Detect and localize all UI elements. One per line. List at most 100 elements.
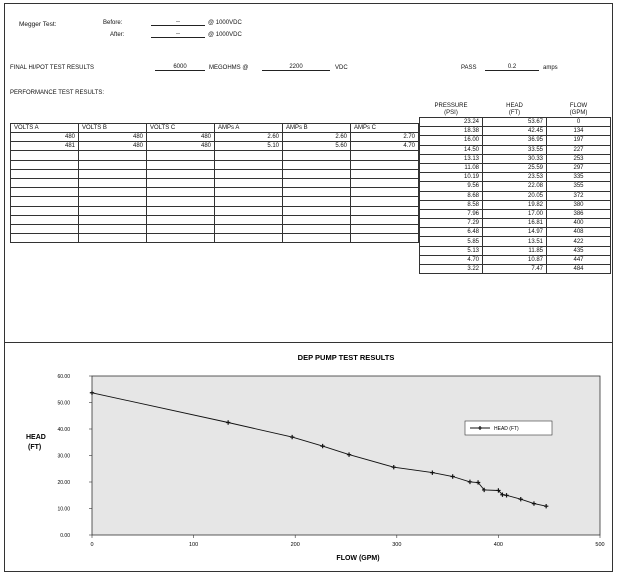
data-point <box>496 488 501 493</box>
table-row: 5.85 13.51 422 <box>419 236 611 247</box>
table-cell: 6.48 <box>419 227 483 238</box>
data-point <box>467 479 473 485</box>
before-value: -- <box>151 19 205 26</box>
table-row: 8.58 19.82 380 <box>419 199 611 210</box>
table-row: 18.38 42.45 134 <box>419 126 611 137</box>
column-header: FLOW <box>569 103 588 109</box>
column-header: VOLTS A <box>10 123 79 133</box>
table-cell: 447 <box>546 254 611 266</box>
x-tick-label: 500 <box>595 542 604 548</box>
table-cell: 0 <box>546 116 611 128</box>
table-cell: 422 <box>546 236 611 247</box>
table-row: 5.13 11.85 435 <box>419 245 611 256</box>
data-point <box>430 470 435 475</box>
empty-row <box>10 150 419 161</box>
empty-row <box>10 233 419 244</box>
plot-area <box>91 375 601 536</box>
y-tick-label: 30.00 <box>57 454 70 460</box>
table-row: 14.50 33.55 227 <box>419 144 611 155</box>
table-cell: 480 <box>146 141 215 152</box>
data-point <box>531 501 537 506</box>
table-cell: 8.68 <box>419 190 483 201</box>
column-header: VOLTS B <box>78 123 147 133</box>
table-cell: 2.60 <box>214 131 283 143</box>
hydraulic-table-header: PRESSURE (PSI) HEAD (FT) FLOW (GPM) <box>419 103 611 118</box>
chart-title: DEP PUMP TEST RESULTS <box>298 353 395 362</box>
table-cell: 53.67 <box>482 116 547 128</box>
table-cell: 480 <box>10 131 79 143</box>
column-unit: (PSI) <box>444 110 458 116</box>
table-cell: 10.19 <box>419 172 483 183</box>
table-cell: 197 <box>546 135 611 146</box>
table-cell: 8.58 <box>419 199 483 210</box>
data-point <box>475 480 481 485</box>
table-cell: 36.95 <box>482 135 547 146</box>
table-cell: 2.60 <box>282 131 351 143</box>
empty-row <box>10 223 419 235</box>
table-row: 3.22 7.47 484 <box>419 263 611 275</box>
section-divider <box>5 342 612 343</box>
y-tick-label: 0.00 <box>60 533 70 539</box>
after-unit: @ 1000VDC <box>208 32 242 38</box>
table-row: 7.29 16.81 400 <box>419 218 611 229</box>
table-cell: 22.08 <box>482 181 547 192</box>
table-cell: 23.24 <box>419 116 483 128</box>
table-cell: 25.59 <box>482 162 547 174</box>
table-cell: 480 <box>78 131 147 143</box>
table-row: 480 480 480 2.60 2.60 2.70 <box>10 131 419 143</box>
before-label: Before: <box>103 20 123 26</box>
table-cell: 435 <box>546 245 611 256</box>
performance-label: PERFORMANCE TEST RESULTS: <box>10 90 105 96</box>
empty-row <box>10 168 419 179</box>
x-tick-label: 100 <box>189 542 198 548</box>
table-cell: 5.85 <box>419 236 483 247</box>
legend-marker <box>478 426 482 430</box>
x-tick-label: 400 <box>494 542 503 548</box>
x-axis-label: FLOW (GPM) <box>336 555 379 562</box>
table-cell: 13.51 <box>482 236 547 247</box>
table-cell: 10.87 <box>482 254 547 266</box>
table-cell: 386 <box>546 208 611 220</box>
table-cell: 7.96 <box>419 208 483 220</box>
table-cell: 7.29 <box>419 218 483 229</box>
electrical-table-header: VOLTS A VOLTS B VOLTS C AMPs A AMPs B AM… <box>10 123 419 133</box>
data-point <box>543 503 549 509</box>
test-report-sheet: Megger Test: Before: -- @ 1000VDC After:… <box>4 3 613 572</box>
table-cell: 380 <box>546 199 611 210</box>
table-cell: 2.70 <box>350 131 419 143</box>
y-tick-label: 20.00 <box>57 480 70 486</box>
table-cell: 4.70 <box>419 254 483 266</box>
table-cell: 481 <box>10 141 79 152</box>
y-tick-label: 10.00 <box>57 507 70 513</box>
table-cell: 408 <box>546 227 611 238</box>
table-cell: 30.33 <box>482 153 547 164</box>
before-unit: @ 1000VDC <box>208 20 242 26</box>
table-cell: 335 <box>546 172 611 183</box>
table-cell: 16.81 <box>482 218 547 229</box>
table-cell: 11.85 <box>482 245 547 256</box>
table-cell: 5.60 <box>282 141 351 152</box>
hipot-value: 6000 <box>155 64 205 71</box>
y-tick-label: 50.00 <box>57 401 70 407</box>
table-cell: 33.55 <box>482 144 547 155</box>
y-tick-label: 40.00 <box>57 427 70 433</box>
y-tick-label: 60.00 <box>57 374 70 380</box>
table-row: 16.00 36.95 197 <box>419 135 611 146</box>
empty-row <box>10 177 419 189</box>
table-cell: 9.56 <box>419 181 483 192</box>
table-cell: 14.97 <box>482 227 547 238</box>
hydraulic-table: PRESSURE (PSI) HEAD (FT) FLOW (GPM) 23.24 53… <box>419 103 611 275</box>
table-cell: 18.38 <box>419 126 483 137</box>
column-header: AMPs C <box>350 123 419 133</box>
column-header: PRESSURE <box>434 103 468 109</box>
data-point <box>89 390 95 395</box>
data-point <box>500 492 505 497</box>
table-cell: 23.53 <box>482 172 547 183</box>
data-point <box>518 496 523 502</box>
table-cell: 372 <box>546 190 611 201</box>
table-cell: 134 <box>546 126 611 137</box>
table-cell: 7.47 <box>482 263 547 275</box>
table-cell: 480 <box>146 131 215 143</box>
table-cell: 227 <box>546 144 611 155</box>
pump-test-chart: DEP PUMP TEST RESULTS 0.00 10.00 20.00 30.00… <box>26 353 605 562</box>
